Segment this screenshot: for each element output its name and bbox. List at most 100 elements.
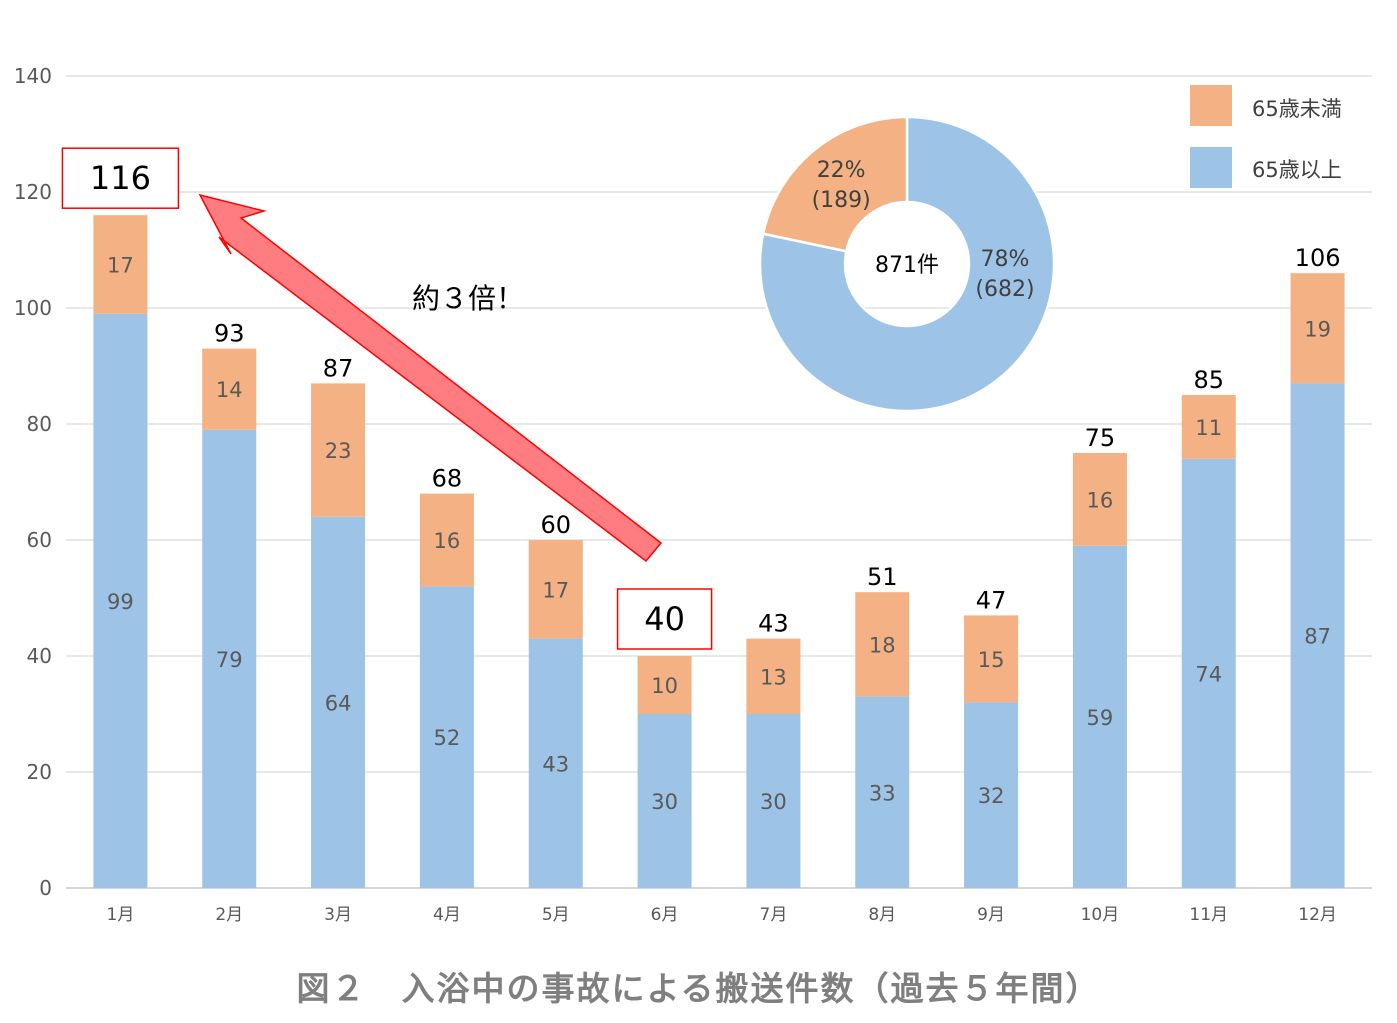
bar-segment-under65 bbox=[311, 383, 366, 517]
data-label-under65: 19 bbox=[1304, 317, 1331, 341]
legend: 65歳未満 65歳以上 bbox=[1190, 85, 1342, 188]
legend-label-over65: 65歳以上 bbox=[1252, 158, 1342, 182]
x-tick-label: 4月 bbox=[433, 905, 461, 925]
data-label-under65: 15 bbox=[978, 648, 1005, 672]
data-label-under65: 16 bbox=[434, 529, 461, 553]
pie-percent-label: 78% bbox=[981, 247, 1030, 272]
total-label: 51 bbox=[867, 563, 898, 591]
bar-segment-over65 bbox=[1181, 458, 1236, 888]
y-axis: 0 20 40 60 80 100 120 140 bbox=[14, 64, 52, 900]
annotation-text: 約３倍！ bbox=[412, 282, 524, 315]
x-tick-label: 3月 bbox=[324, 905, 352, 925]
y-tick-label: 80 bbox=[27, 412, 52, 436]
bar-segment-under65 bbox=[964, 615, 1019, 703]
total-label: 87 bbox=[323, 354, 354, 382]
bar-segment-under65 bbox=[746, 638, 801, 714]
bar-segment-under65 bbox=[1181, 395, 1236, 459]
x-axis: 1月 2月 3月 4月 5月 6月 7月 8月 9月 10月 11月 12月 bbox=[107, 905, 1337, 925]
bar-segment-over65 bbox=[202, 429, 257, 888]
x-tick-label: 1月 bbox=[107, 905, 135, 925]
legend-label-under65: 65歳未満 bbox=[1252, 97, 1342, 121]
total-label: 93 bbox=[214, 320, 245, 348]
arrow-icon bbox=[198, 193, 663, 563]
total-label: 106 bbox=[1295, 244, 1341, 272]
total-label-highlighted: 116 bbox=[90, 159, 151, 197]
bar-segment-under65 bbox=[93, 215, 148, 314]
x-tick-label: 10月 bbox=[1081, 905, 1120, 925]
data-label-over65: 30 bbox=[651, 790, 678, 814]
y-tick-label: 20 bbox=[27, 760, 52, 784]
pie-percent-label: 22% bbox=[817, 158, 866, 183]
data-label-under65: 10 bbox=[651, 674, 678, 698]
data-label-over65: 87 bbox=[1304, 625, 1331, 649]
pie-count-label: (189) bbox=[812, 188, 871, 213]
donut-chart: 78% (682) 22% (189) 871件 bbox=[758, 115, 1056, 413]
data-label-under65: 23 bbox=[325, 439, 352, 463]
bar-segment-under65 bbox=[1290, 273, 1345, 384]
x-tick-label: 9月 bbox=[977, 905, 1005, 925]
x-tick-label: 12月 bbox=[1298, 905, 1337, 925]
bar-segment-under65 bbox=[855, 592, 910, 697]
total-label: 43 bbox=[758, 610, 789, 638]
gridlines bbox=[66, 75, 1372, 889]
data-label-over65: 99 bbox=[107, 590, 134, 614]
x-tick-label: 8月 bbox=[868, 905, 896, 925]
x-tick-label: 11月 bbox=[1189, 905, 1228, 925]
chart-title: 図２ 入浴中の事故による搬送件数（過去５年間） bbox=[296, 969, 1101, 1008]
pie-slice bbox=[761, 115, 909, 253]
x-tick-label: 7月 bbox=[760, 905, 788, 925]
total-label: 68 bbox=[432, 465, 463, 493]
y-tick-label: 100 bbox=[14, 296, 52, 320]
legend-swatch-over65 bbox=[1190, 147, 1232, 188]
highlight-box bbox=[616, 588, 713, 650]
data-label-over65: 43 bbox=[542, 752, 569, 776]
total-label: 60 bbox=[540, 511, 571, 539]
bar-segment-under65 bbox=[419, 493, 474, 587]
data-label-under65: 17 bbox=[542, 578, 569, 602]
bar-segment-under65 bbox=[637, 656, 692, 714]
x-tick-label: 2月 bbox=[215, 905, 243, 925]
y-tick-label: 60 bbox=[27, 528, 52, 552]
bar-segment-over65 bbox=[528, 638, 583, 888]
data-label-under65: 14 bbox=[216, 378, 243, 402]
bar-segment-over65 bbox=[1290, 383, 1345, 888]
bar-segment-under65 bbox=[528, 540, 583, 639]
bar-segment-under65 bbox=[1072, 453, 1127, 546]
total-label: 85 bbox=[1193, 366, 1224, 394]
pie-slice bbox=[758, 115, 1056, 413]
data-label-over65: 33 bbox=[869, 781, 896, 805]
bar-segment-over65 bbox=[311, 516, 366, 888]
y-tick-label: 0 bbox=[39, 876, 52, 900]
bars: 99 17 116 79 14 93 64 23 87 52 16 68 43 17 60 30 10 40 30 1… bbox=[61, 147, 1345, 888]
data-label-under65: 18 bbox=[869, 633, 896, 657]
y-tick-label: 120 bbox=[14, 180, 52, 204]
pie-center-label: 871件 bbox=[875, 253, 939, 278]
data-label-over65: 64 bbox=[325, 691, 352, 715]
data-label-under65: 17 bbox=[107, 254, 134, 278]
y-tick-label: 40 bbox=[27, 644, 52, 668]
bar-segment-under65 bbox=[202, 348, 257, 430]
x-tick-label: 5月 bbox=[542, 905, 570, 925]
data-label-over65: 52 bbox=[434, 726, 461, 750]
bar-segment-over65 bbox=[1072, 545, 1127, 888]
bar-segment-over65 bbox=[855, 696, 910, 888]
data-label-over65: 30 bbox=[760, 790, 787, 814]
legend-swatch-under65 bbox=[1190, 85, 1232, 126]
total-label-highlighted: 40 bbox=[644, 600, 685, 638]
highlight-box bbox=[61, 147, 180, 209]
bar-segment-over65 bbox=[419, 586, 474, 888]
data-label-over65: 32 bbox=[978, 784, 1005, 808]
bar-segment-over65 bbox=[746, 714, 801, 888]
total-label: 47 bbox=[976, 586, 1007, 614]
data-label-over65: 59 bbox=[1087, 706, 1114, 730]
bar-segment-over65 bbox=[964, 702, 1019, 888]
bar-segment-over65 bbox=[93, 313, 148, 888]
data-label-under65: 13 bbox=[760, 665, 787, 689]
total-label: 75 bbox=[1085, 424, 1116, 452]
x-tick-label: 6月 bbox=[651, 905, 679, 925]
bar-segment-over65 bbox=[637, 714, 692, 888]
data-label-over65: 74 bbox=[1195, 662, 1222, 686]
data-label-under65: 11 bbox=[1195, 416, 1222, 440]
data-label-over65: 79 bbox=[216, 648, 243, 672]
